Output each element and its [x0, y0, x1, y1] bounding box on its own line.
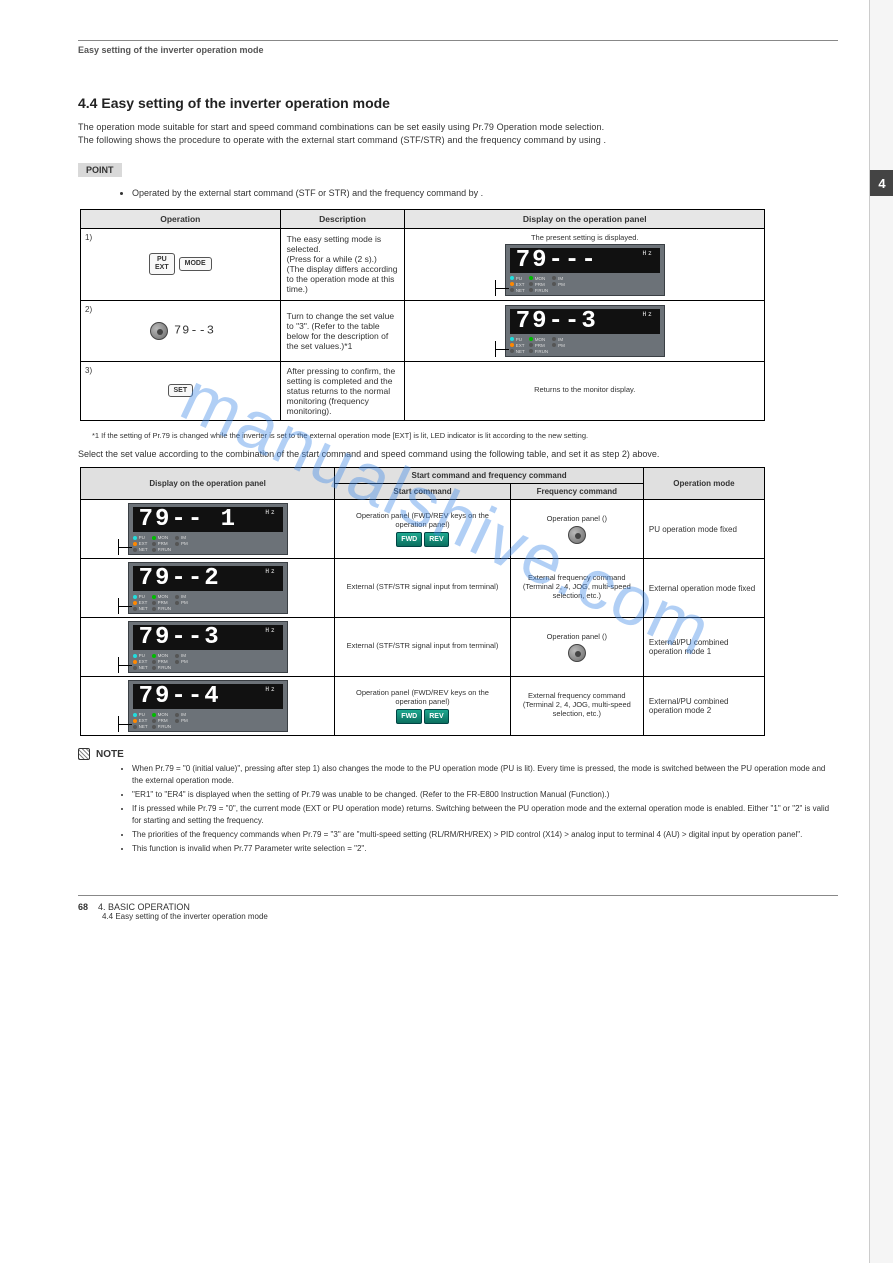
footer-page: 68: [78, 902, 88, 912]
t1-h-disp: Display on the operation panel: [405, 209, 765, 228]
setting-table: Display on the operation panel Start com…: [80, 467, 765, 736]
description-cell: The easy setting mode is selected.(Press…: [280, 228, 405, 300]
mode-cell: PU operation mode fixed: [643, 500, 764, 559]
t1-h-desc: Description: [280, 209, 405, 228]
footer-chapter: 4. BASIC OPERATION: [98, 902, 190, 912]
t2-h-cmd: Start command and frequency command: [335, 468, 644, 484]
operation-cell: 3)SET: [81, 361, 281, 420]
t1-h-op: Operation: [81, 209, 281, 228]
footer-sub: 4.4 Easy setting of the inverter operati…: [102, 912, 268, 921]
freq-command-cell: Operation panel (): [510, 618, 643, 677]
start-command-cell: Operation panel (FWD/REV keys on the ope…: [335, 500, 511, 559]
setting-dial-icon: [150, 322, 168, 340]
point-text: Operated by the external start command (…: [132, 187, 838, 201]
note-item: When Pr.79 = "0 (initial value)", pressi…: [132, 763, 838, 787]
note-item: If is pressed while Pr.79 = "0", the cur…: [132, 803, 838, 827]
description-cell: Turn to change the set value to "3". (Re…: [280, 300, 405, 361]
fwd-key-icon: FWD: [396, 709, 422, 724]
display-cell: 79--3Hz PU EXT NET MON PRM P.RUN IM PM: [405, 300, 765, 361]
display-cell: 79-- 1Hz PU EXT NET MON PRM P.RUN IM PM: [81, 500, 335, 559]
display-cell: Returns to the monitor display.: [405, 361, 765, 420]
setting-dial-icon: [568, 644, 586, 662]
start-command-cell: External (STF/STR signal input from term…: [335, 559, 511, 618]
start-command-cell: Operation panel (FWD/REV keys on the ope…: [335, 677, 511, 736]
rev-key-icon: REV: [424, 709, 448, 724]
running-header: Easy setting of the inverter operation m…: [78, 45, 838, 55]
procedure-table: Operation Description Display on the ope…: [80, 209, 765, 421]
mode-cell: External operation mode fixed: [643, 559, 764, 618]
start-command-cell: External (STF/STR signal input from term…: [335, 618, 511, 677]
fwd-key-icon: FWD: [396, 532, 422, 547]
note-item: "ER1" to "ER4" is displayed when the set…: [132, 789, 838, 801]
section-title: 4.4 Easy setting of the inverter operati…: [78, 95, 838, 111]
t1-footnote: *1 If the setting of Pr.79 is changed wh…: [92, 431, 838, 440]
t2-h-start: Start command: [335, 484, 511, 500]
description-cell: After pressing to confirm, the setting i…: [280, 361, 405, 420]
setting-dial-icon: [568, 526, 586, 544]
note-heading: NOTE: [78, 748, 838, 760]
note-item: The priorities of the frequency commands…: [132, 829, 838, 841]
note-item: This function is invalid when Pr.77 Para…: [132, 843, 838, 855]
operation-cell: 1)PUEXTMODE: [81, 228, 281, 300]
freq-command-cell: External frequency command (Terminal 2, …: [510, 677, 643, 736]
freq-command-cell: External frequency command (Terminal 2, …: [510, 559, 643, 618]
mode-cell: External/PU combined operation mode 2: [643, 677, 764, 736]
t2-h-freq: Frequency command: [510, 484, 643, 500]
t2-h-disp: Display on the operation panel: [81, 468, 335, 500]
point-badge: POINT: [78, 163, 122, 177]
note-list: When Pr.79 = "0 (initial value)", pressi…: [92, 763, 838, 855]
footer: 68 4. BASIC OPERATION 4.4 Easy setting o…: [78, 895, 838, 921]
display-cell: 79--2Hz PU EXT NET MON PRM P.RUN IM PM: [81, 559, 335, 618]
mid-paragraph: Select the set value according to the co…: [78, 448, 838, 462]
display-cell: The present setting is displayed. 79---H…: [405, 228, 765, 300]
mode-cell: External/PU combined operation mode 1: [643, 618, 764, 677]
display-cell: 79--3Hz PU EXT NET MON PRM P.RUN IM PM: [81, 618, 335, 677]
freq-command-cell: Operation panel (): [510, 500, 643, 559]
operation-cell: 2) 79--3: [81, 300, 281, 361]
rev-key-icon: REV: [424, 532, 448, 547]
t2-h-mode: Operation mode: [643, 468, 764, 500]
display-cell: 79--4Hz PU EXT NET MON PRM P.RUN IM PM: [81, 677, 335, 736]
intro-text: The operation mode suitable for start an…: [78, 121, 838, 147]
